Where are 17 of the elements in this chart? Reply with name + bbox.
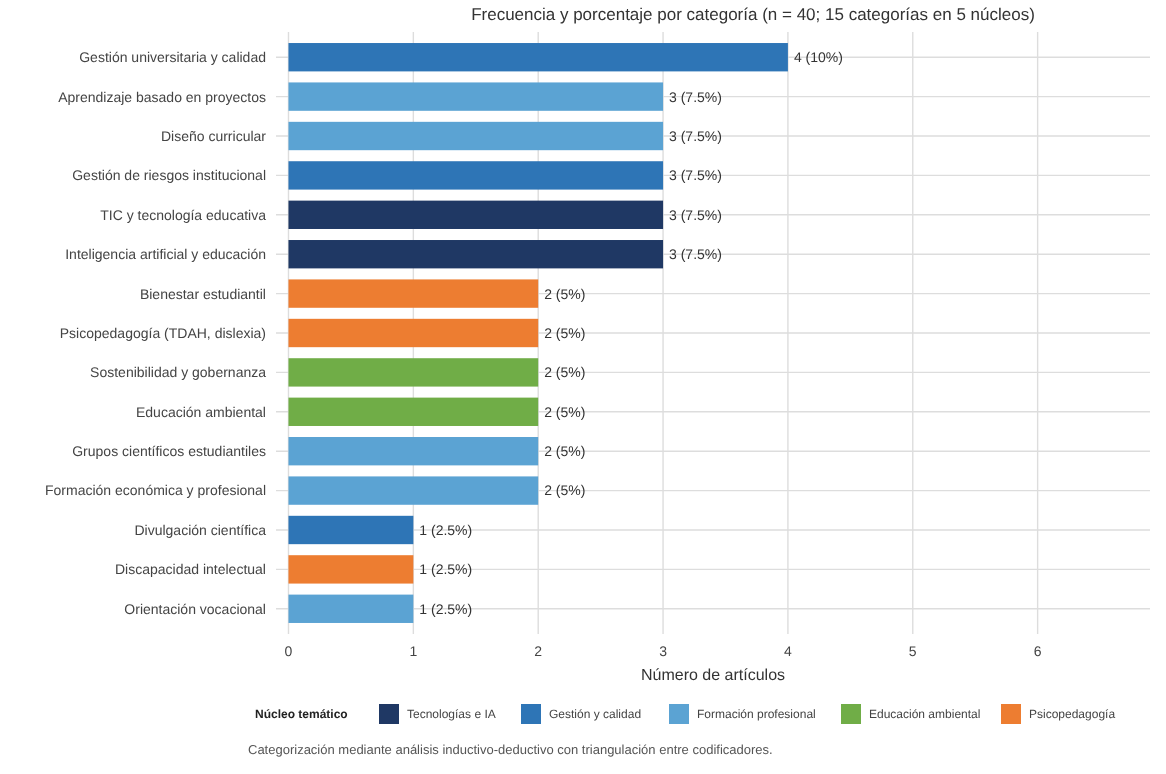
bar <box>288 200 664 229</box>
bar <box>288 555 414 584</box>
bar <box>288 279 539 308</box>
chart-title: Frecuencia y porcentaje por categoría (n = 40; 15 categorías en 5 núcleos) <box>471 4 1036 24</box>
bar <box>288 515 414 545</box>
bar <box>288 121 664 151</box>
bar <box>288 240 664 269</box>
bar <box>288 476 539 505</box>
x-axis-title: Número de artículos <box>640 666 786 684</box>
bar <box>288 397 539 426</box>
bar <box>288 82 664 111</box>
bar <box>288 318 539 348</box>
bar <box>288 161 664 190</box>
bar <box>288 358 539 387</box>
bar <box>288 43 788 72</box>
bar <box>288 437 539 466</box>
bar <box>288 594 414 623</box>
